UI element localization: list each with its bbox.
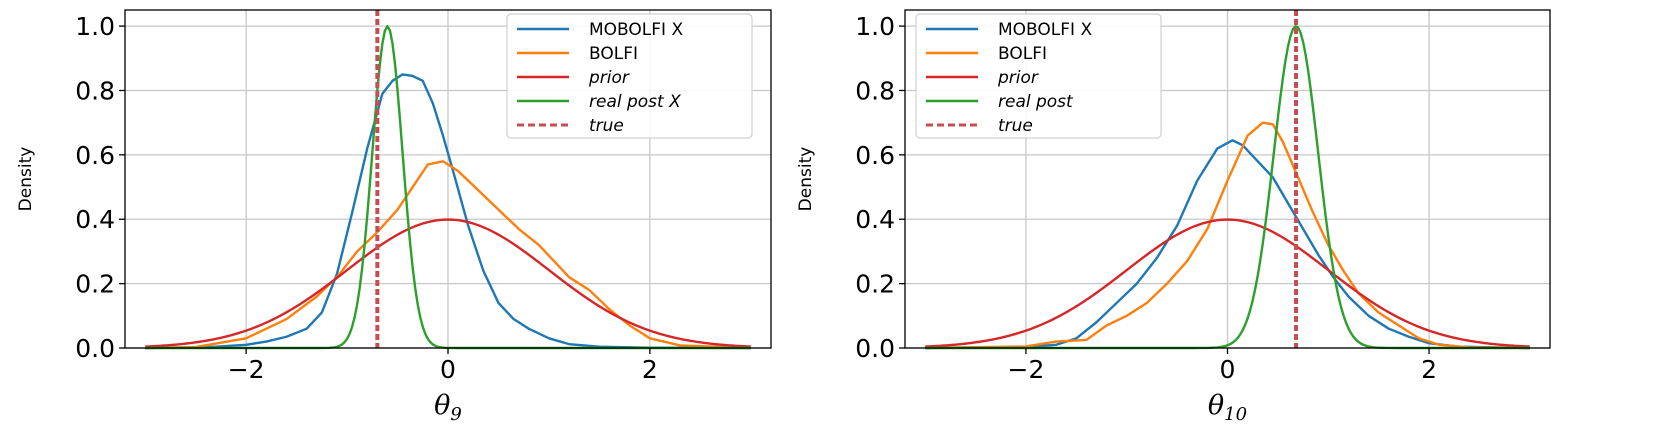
y-axis: 0.0 0.2 0.4 0.6 0.8 1.0 bbox=[75, 12, 125, 363]
legend-label-4: true bbox=[589, 116, 624, 136]
y-tick-label: 0.2 bbox=[855, 270, 895, 299]
legend: MOBOLFI X BOLFI prior real post X true bbox=[506, 13, 753, 139]
x-tick-label: −2 bbox=[228, 355, 265, 384]
y-axis-label: Density bbox=[796, 147, 816, 212]
series-line-1 bbox=[145, 160, 751, 350]
legend: MOBOLFI X BOLFI prior real post true bbox=[915, 13, 1162, 139]
x-axis-label: θ10 bbox=[1208, 390, 1247, 425]
chart-right: 0.0 0.2 0.4 0.6 0.8 1.0 −2 0 2 Density θ10 MOBO… bbox=[796, 9, 1551, 425]
series-line-2 bbox=[145, 218, 751, 348]
x-axis: −2 0 2 bbox=[228, 348, 658, 384]
series-line-2 bbox=[925, 218, 1530, 348]
legend-box bbox=[915, 13, 1162, 139]
chart-left: 0.0 0.2 0.4 0.6 0.8 1.0 −2 0 2 Density θ9 MOBOL… bbox=[16, 9, 772, 425]
y-tick-label: 0.0 bbox=[855, 334, 895, 363]
y-tick-label: 0.0 bbox=[75, 334, 115, 363]
legend-label-3: real post bbox=[998, 92, 1074, 112]
x-tick-label: 2 bbox=[1421, 355, 1437, 384]
y-tick-label: 0.6 bbox=[75, 141, 115, 170]
y-axis-label: Density bbox=[16, 147, 36, 212]
y-tick-label: 0.6 bbox=[855, 141, 895, 170]
series-line-0 bbox=[145, 73, 751, 350]
series-line-1 bbox=[925, 121, 1530, 350]
series-line-0 bbox=[925, 139, 1530, 350]
x-tick-label: 0 bbox=[440, 355, 456, 384]
x-tick-label: 2 bbox=[642, 355, 658, 384]
legend-label-1: BOLFI bbox=[998, 44, 1047, 64]
legend-label-4: true bbox=[998, 116, 1033, 136]
y-axis: 0.0 0.2 0.4 0.6 0.8 1.0 bbox=[855, 12, 905, 363]
legend-label-2: prior bbox=[997, 68, 1039, 88]
x-tick-label: −2 bbox=[1008, 355, 1045, 384]
y-tick-label: 0.8 bbox=[75, 76, 115, 105]
y-tick-label: 0.4 bbox=[75, 205, 115, 234]
legend-label-3: real post X bbox=[589, 92, 681, 112]
legend-label-1: BOLFI bbox=[589, 44, 638, 64]
legend-label-0: MOBOLFI X bbox=[589, 20, 683, 40]
legend-label-0: MOBOLFI X bbox=[998, 20, 1092, 40]
y-tick-label: 0.4 bbox=[855, 205, 895, 234]
x-axis: −2 0 2 bbox=[1008, 348, 1437, 384]
y-tick-label: 0.8 bbox=[855, 76, 895, 105]
legend-box bbox=[506, 13, 753, 139]
y-tick-label: 0.2 bbox=[75, 270, 115, 299]
y-tick-label: 1.0 bbox=[75, 12, 115, 41]
x-axis-label: θ9 bbox=[434, 390, 462, 425]
x-tick-label: 0 bbox=[1220, 355, 1236, 384]
y-tick-label: 1.0 bbox=[855, 12, 895, 41]
legend-label-2: prior bbox=[588, 68, 630, 88]
